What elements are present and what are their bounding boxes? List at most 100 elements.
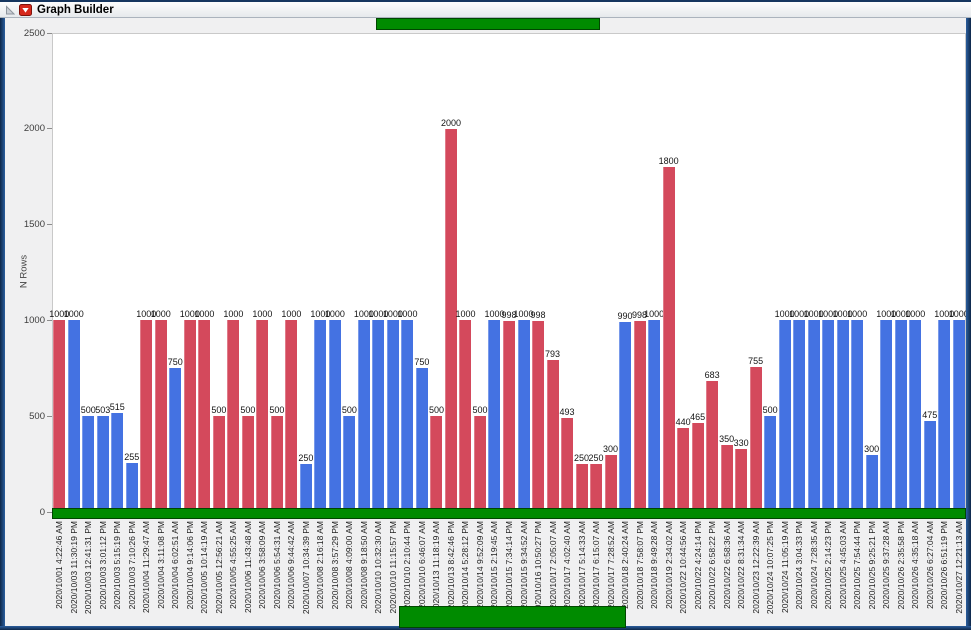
x-tick-label: 2020/10/25 9:37:28 AM <box>881 521 892 609</box>
bar[interactable] <box>53 320 66 511</box>
bar[interactable] <box>590 464 603 511</box>
selection-highlight-bottom[interactable] <box>399 606 626 628</box>
bar-value-label: 1000 <box>179 309 200 320</box>
bar[interactable] <box>880 320 893 511</box>
bar[interactable] <box>749 367 762 511</box>
bar[interactable] <box>517 320 530 511</box>
selection-highlight-axis-strip[interactable] <box>52 508 966 519</box>
bar[interactable] <box>183 320 196 511</box>
bar[interactable] <box>546 360 559 511</box>
bar[interactable] <box>706 381 719 511</box>
bar[interactable] <box>691 422 704 511</box>
bar-value-label: 500 <box>428 405 444 416</box>
bar[interactable] <box>256 320 269 511</box>
bar[interactable] <box>154 320 167 511</box>
bar[interactable] <box>648 320 661 511</box>
bar[interactable] <box>604 454 617 511</box>
bar[interactable] <box>241 416 254 511</box>
bar-value-label: 998 <box>632 309 648 320</box>
bar[interactable] <box>865 454 878 511</box>
bar[interactable] <box>807 320 820 511</box>
bar[interactable] <box>575 464 588 511</box>
bar[interactable] <box>299 464 312 511</box>
bar[interactable] <box>198 320 211 511</box>
bar[interactable] <box>357 320 370 511</box>
bar[interactable] <box>401 320 414 511</box>
bar[interactable] <box>473 416 486 511</box>
bar[interactable] <box>140 320 153 511</box>
bar[interactable] <box>764 416 777 511</box>
bar[interactable] <box>212 416 225 511</box>
bar[interactable] <box>619 322 632 511</box>
bar[interactable] <box>111 413 124 511</box>
bar[interactable] <box>909 320 922 511</box>
bar[interactable] <box>822 320 835 511</box>
y-tick-label: 0 <box>39 506 45 518</box>
bar[interactable] <box>343 416 356 511</box>
bar-value-label: 500 <box>211 405 227 416</box>
x-tick-label: 2020/10/26 6:27:04 AM <box>924 521 935 609</box>
selection-highlight-top[interactable] <box>376 18 600 30</box>
x-tick-label: 2020/10/24 3:04:33 PM <box>794 521 805 610</box>
bar[interactable] <box>415 368 428 511</box>
bar[interactable] <box>444 128 457 511</box>
bar[interactable] <box>82 416 95 511</box>
window-border-top <box>0 0 971 2</box>
bar-value-label: 1000 <box>223 309 244 320</box>
bar[interactable] <box>503 320 515 511</box>
disclosure-triangle-icon[interactable] <box>5 4 15 15</box>
bar[interactable] <box>532 320 545 511</box>
bar[interactable] <box>372 320 385 511</box>
bar[interactable] <box>386 320 399 511</box>
bar[interactable] <box>938 320 951 511</box>
bar[interactable] <box>67 320 80 511</box>
bar-value-label: 1000 <box>136 309 157 320</box>
x-tick-label: 2020/10/06 5:54:31 AM <box>271 521 282 609</box>
bar[interactable] <box>270 416 283 511</box>
bar[interactable] <box>430 416 443 511</box>
bar-value-label: 493 <box>559 406 575 417</box>
x-tick-label: 2020/10/04 6:02:51 AM <box>170 521 181 609</box>
bar-value-label: 683 <box>704 370 720 381</box>
bar[interactable] <box>662 167 675 511</box>
bar[interactable] <box>923 420 936 511</box>
x-tick-label: 2020/10/06 9:44:42 AM <box>286 521 297 609</box>
bar[interactable] <box>677 427 690 511</box>
bar-value-label: 330 <box>733 437 749 448</box>
bar[interactable] <box>778 320 791 511</box>
bar-value-label: 1000 <box>774 309 795 320</box>
bar[interactable] <box>561 417 574 511</box>
bar[interactable] <box>125 463 138 511</box>
bar[interactable] <box>285 320 298 511</box>
bar-value-label: 1000 <box>382 309 403 320</box>
bar[interactable] <box>851 320 864 511</box>
x-tick-label: 2020/10/05 10:14:19 AM <box>199 521 210 614</box>
bar[interactable] <box>227 320 240 511</box>
x-tick-label: 2020/10/27 12:21:13 AM <box>953 521 964 614</box>
bar[interactable] <box>735 448 748 511</box>
bar[interactable] <box>488 320 501 511</box>
bar-value-label: 1000 <box>876 309 897 320</box>
bar[interactable] <box>720 444 733 511</box>
title-bar: Graph Builder <box>0 2 971 18</box>
y-axis-tick <box>47 128 52 130</box>
bar[interactable] <box>96 415 109 511</box>
red-triangle-menu-icon[interactable] <box>19 3 32 16</box>
x-tick-label: 2020/10/26 6:51:19 PM <box>939 521 950 610</box>
bar[interactable] <box>169 368 182 511</box>
bar-value-label: 1000 <box>513 309 534 320</box>
bar[interactable] <box>952 320 965 511</box>
bar[interactable] <box>894 320 907 511</box>
x-tick-label: 2020/10/04 9:14:06 PM <box>184 521 195 610</box>
bar[interactable] <box>328 320 341 511</box>
y-tick-label: 1000 <box>23 314 45 326</box>
bar[interactable] <box>633 320 646 511</box>
x-tick-label: 2020/10/22 4:24:14 PM <box>692 521 703 610</box>
bar[interactable] <box>793 320 806 511</box>
bar-value-label: 1000 <box>890 309 911 320</box>
bar[interactable] <box>836 320 849 511</box>
bar[interactable] <box>459 320 472 511</box>
bar[interactable] <box>314 320 327 511</box>
bar-value-label: 475 <box>922 409 938 420</box>
